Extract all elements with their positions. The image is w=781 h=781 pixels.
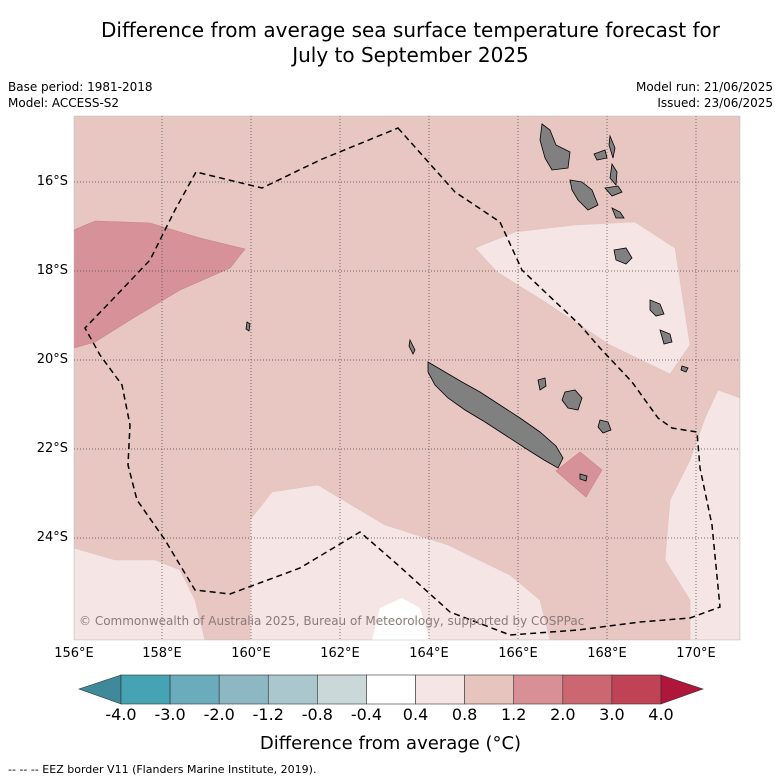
map-title-line-2: July to September 2025: [292, 43, 529, 67]
colorbar-segment: [267, 674, 318, 705]
colorbar-tick-label: 0.8: [451, 705, 478, 724]
colorbar-tick-label: 3.0: [599, 705, 625, 724]
eez-footnote: -- -- -- EEZ border V11 (Flanders Marine…: [8, 763, 317, 776]
colorbar: [78, 674, 704, 705]
map-area: [74, 116, 740, 640]
island-aneityum: [680, 365, 689, 373]
lat-label-20s: 20°S: [36, 352, 68, 367]
colorbar-title: Difference from average (°C): [259, 733, 522, 754]
copyright-notice: © Commonwealth of Australia 2025, Bureau…: [79, 614, 585, 628]
colorbar-tick-label: -0.8: [301, 705, 333, 724]
colorbar-segments: [120, 674, 662, 705]
meta-left: Base period: 1981-2018 Model: ACCESS-S2: [8, 79, 153, 111]
lon-label-168e: 168°E: [587, 646, 627, 661]
lon-label-164e: 164°E: [409, 646, 449, 661]
colorbar-tick-label: -2.0: [203, 705, 235, 724]
island-pentecost: [609, 162, 618, 186]
colorbar-segment: [513, 674, 564, 705]
island-chesterfield: [245, 321, 251, 332]
lon-label-158e: 158°E: [142, 646, 182, 661]
eez-border: [84, 127, 721, 636]
colorbar-tick-label: -3.0: [154, 705, 186, 724]
lon-label-156e: 156°E: [54, 646, 94, 661]
lon-label-166e: 166°E: [498, 646, 538, 661]
colorbar-segment: [562, 674, 613, 705]
new-caledonia: [427, 361, 564, 469]
colorbar-segment: [218, 674, 269, 705]
colorbar-tick-label: 4.0: [648, 705, 674, 724]
colorbar-extend-low: [78, 674, 122, 705]
lat-label-16s: 16°S: [36, 174, 68, 189]
colorbar-segment: [169, 674, 220, 705]
anomaly-patch-east: [664, 389, 740, 640]
island-lifou: [561, 389, 583, 411]
anomaly-patch-southeast: [555, 451, 603, 498]
lat-label-24s: 24°S: [36, 530, 68, 545]
colorbar-segment: [366, 674, 416, 705]
colorbar-segment: [120, 674, 171, 705]
island-belep: [408, 338, 416, 355]
colorbar-tick-label: -0.4: [350, 705, 383, 724]
anomaly-patch-south: [249, 484, 551, 640]
island-tanna: [659, 329, 673, 345]
colorbar-tick-label: 1.2: [500, 705, 527, 724]
colorbar-extend-high: [660, 674, 704, 705]
lon-label-160e: 160°E: [231, 646, 271, 661]
island-erromango: [649, 299, 665, 317]
base-period: Base period: 1981-2018: [8, 80, 153, 94]
colorbar-segment: [464, 674, 515, 705]
anomaly-patch-west: [74, 220, 246, 349]
colorbar-tick-label: 2.0: [550, 705, 576, 724]
colorbar-segment: [317, 674, 367, 705]
island-espiritu-santo: [539, 123, 571, 171]
map-frame: [73, 115, 741, 641]
island-ambae: [593, 149, 608, 161]
land-masses: [245, 123, 689, 482]
island-mare: [597, 419, 612, 434]
map-title-line-1: Difference from average sea surface temp…: [100, 18, 720, 42]
anomaly-patch-northeast: [474, 221, 691, 375]
model-name: Model: ACCESS-S2: [8, 96, 120, 110]
colorbar-tick-label: -1.2: [252, 705, 284, 724]
colorbar-tick-label: -4.0: [105, 705, 137, 724]
model-run: Model run: 21/06/2025: [635, 80, 773, 94]
colorbar-segment: [611, 674, 662, 705]
lon-label-162e: 162°E: [320, 646, 360, 661]
island-pines: [579, 473, 588, 482]
island-maewo: [608, 134, 616, 159]
anomaly-patch-neutral: [372, 598, 430, 640]
colorbar-segment: [415, 674, 465, 705]
island-ambrym: [604, 185, 623, 197]
island-ouvea: [537, 377, 547, 391]
island-efate: [613, 247, 633, 265]
issued-date: Issued: 23/06/2025: [657, 96, 773, 110]
lon-label-170e: 170°E: [676, 646, 716, 661]
island-malekula: [569, 179, 599, 211]
lat-label-22s: 22°S: [36, 441, 68, 456]
graticule: [74, 116, 740, 640]
map-title: Difference from average sea surface temp…: [40, 18, 781, 68]
island-epi: [611, 207, 625, 219]
lat-label-18s: 18°S: [36, 263, 68, 278]
colorbar-tick-label: 0.4: [402, 705, 429, 724]
meta-right: Model run: 21/06/2025 Issued: 23/06/2025: [636, 79, 773, 111]
anomaly-patch-southwest: [74, 547, 206, 640]
